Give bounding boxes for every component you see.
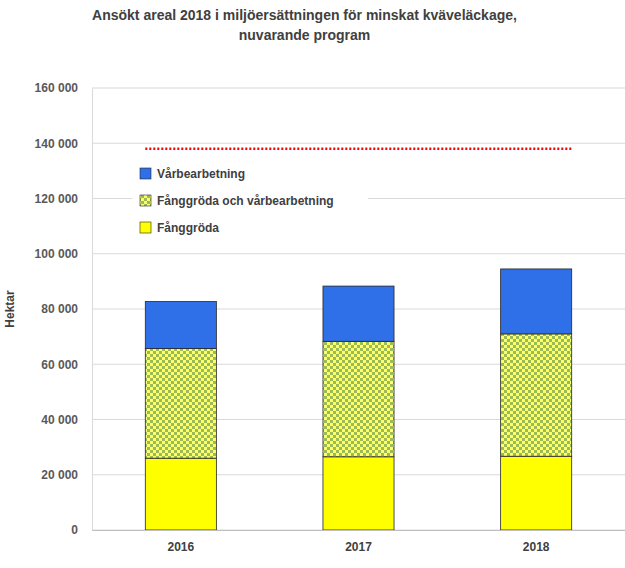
- x-tick-label: 2017: [345, 540, 372, 554]
- y-tick-label: 80 000: [41, 302, 78, 316]
- legend-label: Vårbearbetning: [157, 167, 245, 181]
- bar: [501, 334, 572, 456]
- y-axis: 0 20 000 40 000 60 000 80 000 100 000 120 000 1…: [35, 81, 93, 537]
- bar: [323, 457, 394, 530]
- series: [145, 456, 571, 530]
- y-tick: 40 000: [41, 413, 92, 427]
- legend-box: [132, 162, 368, 246]
- y-tick-label: 100 000: [35, 247, 79, 261]
- legend: Vårbearbetning Fånggröda och vårbearbetni…: [132, 162, 368, 246]
- y-axis-label: Hektar: [3, 290, 17, 328]
- legend-swatch: [140, 222, 151, 233]
- y-tick: 140 000: [35, 137, 92, 151]
- series: [145, 334, 571, 458]
- y-tick: 20 000: [41, 468, 92, 482]
- legend-swatch: [140, 195, 151, 206]
- reference-line: [145, 148, 571, 151]
- x-tick-label: 2018: [523, 540, 550, 554]
- x-tick: 2016: [167, 530, 194, 554]
- bar: [145, 302, 216, 349]
- y-tick-label: 140 000: [35, 137, 79, 151]
- grid-line: [92, 143, 625, 144]
- bar: [323, 286, 394, 341]
- y-tick-label: 40 000: [41, 413, 78, 427]
- y-tick-label: 120 000: [35, 192, 79, 206]
- y-tick: 60 000: [41, 358, 92, 372]
- y-tick: 100 000: [35, 247, 92, 261]
- y-tick-label: 60 000: [41, 358, 78, 372]
- bar: [145, 349, 216, 459]
- title: Ansökt areal 2018 i miljöersättningen fö…: [92, 7, 517, 43]
- bar: [323, 341, 394, 456]
- y-tick: 0: [71, 523, 92, 537]
- grid-line: [92, 253, 625, 254]
- x-tick: 2018: [523, 530, 550, 554]
- bar: [501, 269, 572, 334]
- y-axis-line: [92, 89, 93, 531]
- grid: [92, 88, 625, 530]
- bar: [501, 456, 572, 530]
- y-tick-label: 0: [71, 523, 78, 537]
- y-tick: 80 000: [41, 302, 92, 316]
- grid-line: [92, 88, 625, 89]
- chart: Ansökt areal 2018 i miljöersättningen fö…: [0, 0, 625, 568]
- y-tick-label: 160 000: [35, 81, 79, 95]
- legend-label: Fånggröda: [157, 221, 219, 235]
- y-tick: 160 000: [35, 81, 92, 95]
- series: [145, 269, 571, 349]
- legend-swatch: [140, 168, 151, 179]
- x-axis-line: [93, 530, 625, 531]
- bar: [145, 458, 216, 530]
- y-tick-label: 20 000: [41, 468, 78, 482]
- x-tick: 2017: [345, 530, 372, 554]
- y-tick: 120 000: [35, 192, 92, 206]
- x-axis: 2016 2017 2018: [93, 530, 625, 554]
- legend-label: Fånggröda och vårbearbetning: [157, 194, 334, 208]
- x-tick-label: 2016: [167, 540, 194, 554]
